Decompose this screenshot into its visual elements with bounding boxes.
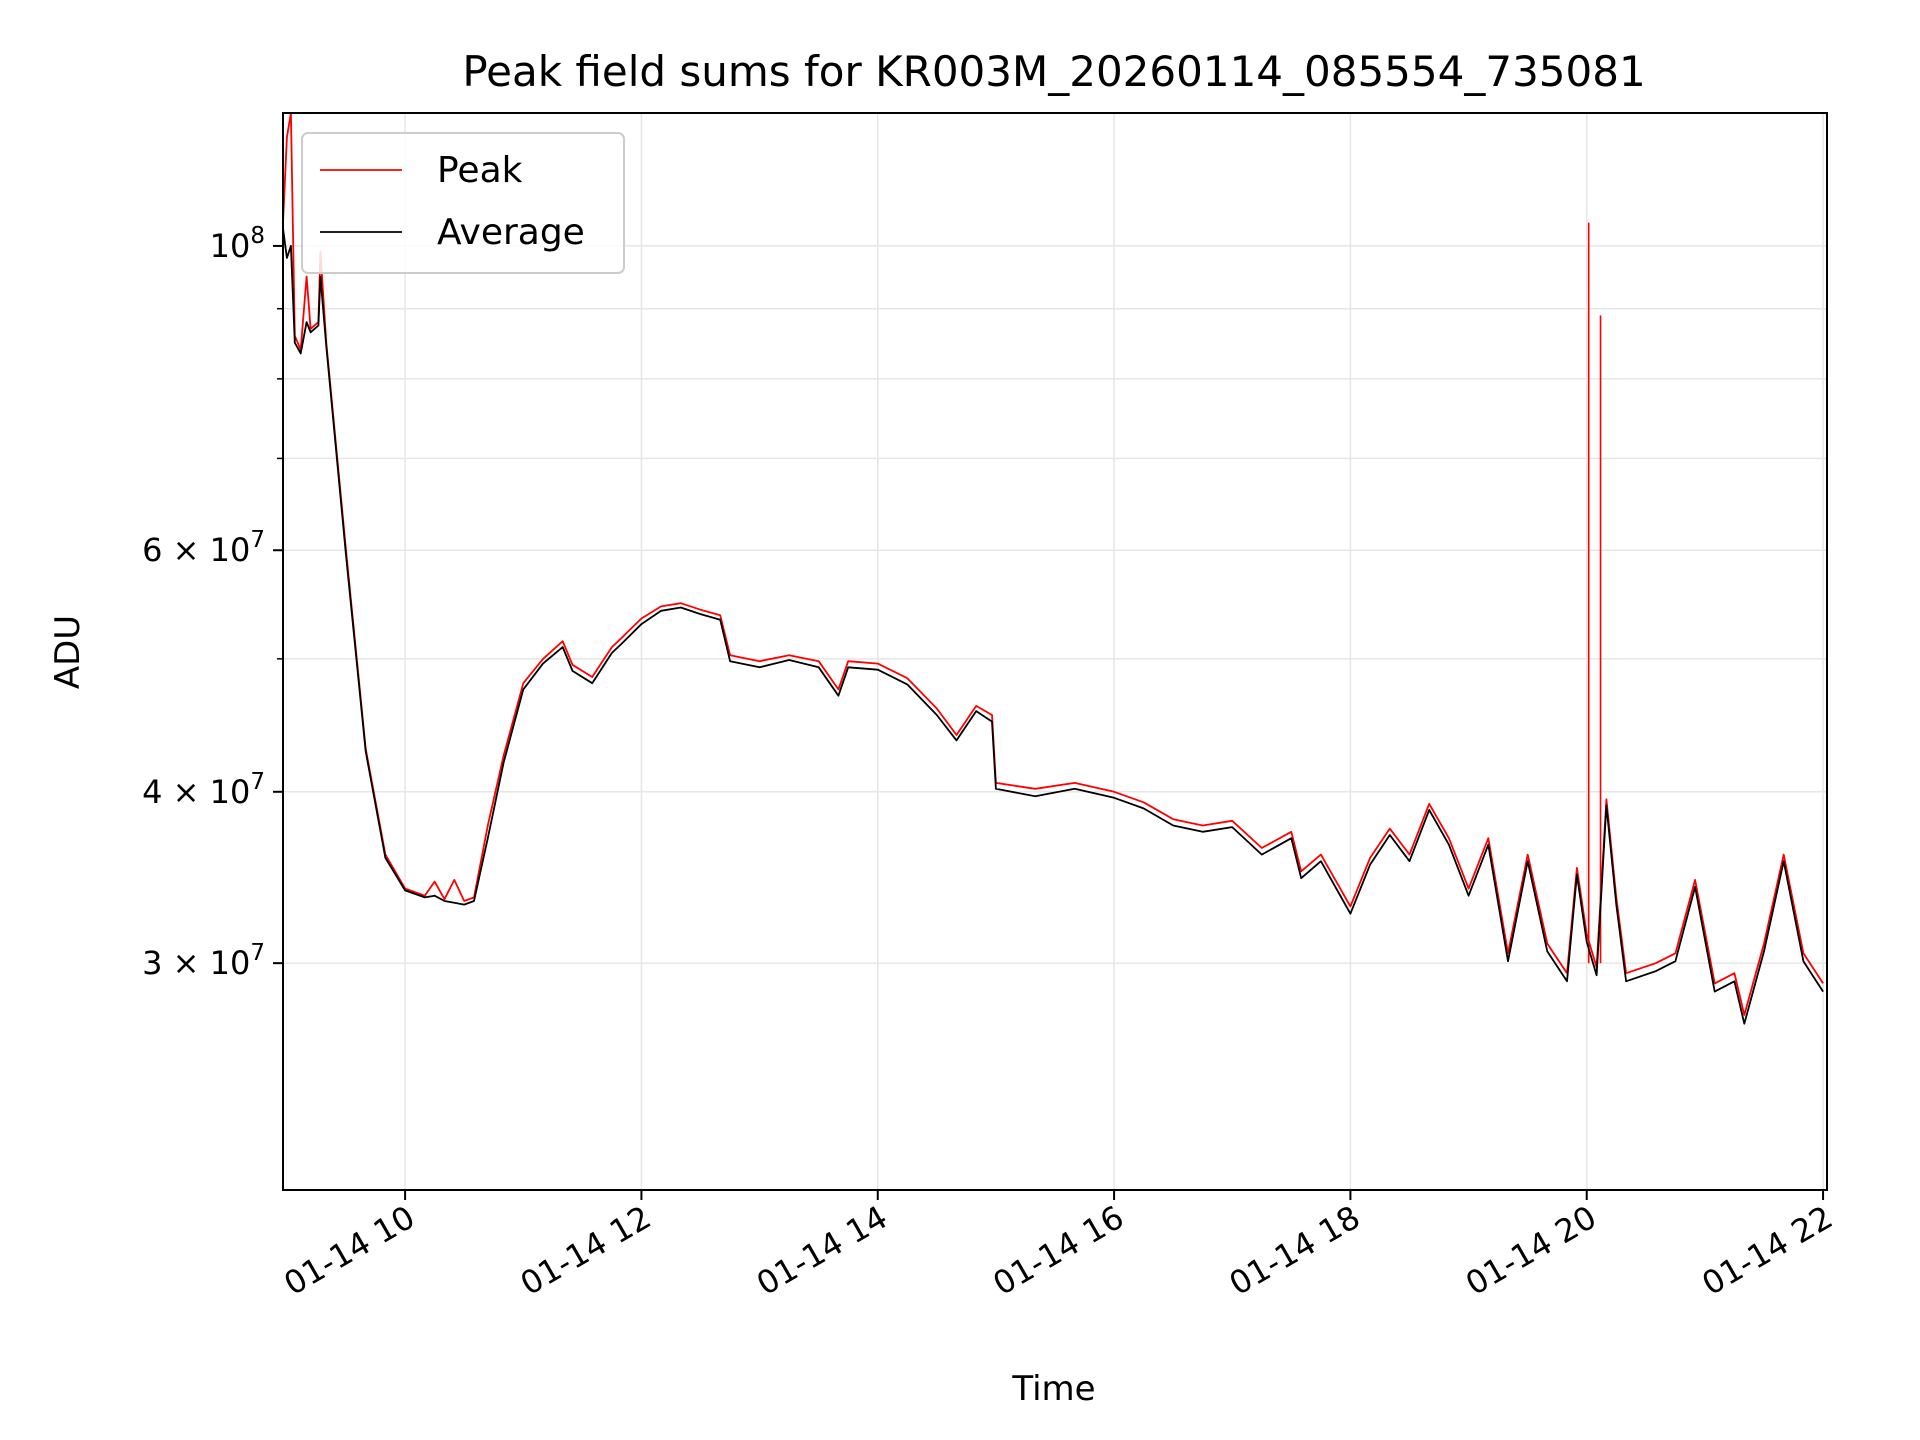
y-axis-label: ADU xyxy=(48,615,88,689)
legend-label-average: Average xyxy=(437,212,585,253)
legend-box xyxy=(301,132,625,274)
y-tick-label: 3 × 107 xyxy=(142,940,265,982)
grid-lines xyxy=(283,113,1827,1190)
series-layer xyxy=(282,112,1824,1025)
series-line-average xyxy=(282,228,1824,1025)
y-axis: 108 6 × 107 4 × 107 3 × 107 xyxy=(142,223,283,982)
chart-title: Peak field sums for KR003M_20260114_0855… xyxy=(462,47,1645,96)
y-tick-label: 6 × 107 xyxy=(142,527,265,569)
plot-frame xyxy=(282,112,1828,1191)
y-tick-label: 108 xyxy=(210,223,265,265)
legend: Peak Average xyxy=(301,132,625,274)
series-line-peak xyxy=(282,112,1824,1016)
legend-label-peak: Peak xyxy=(437,150,523,191)
y-tick-label: 4 × 107 xyxy=(142,769,265,811)
x-axis-label: Time xyxy=(1011,1369,1095,1409)
